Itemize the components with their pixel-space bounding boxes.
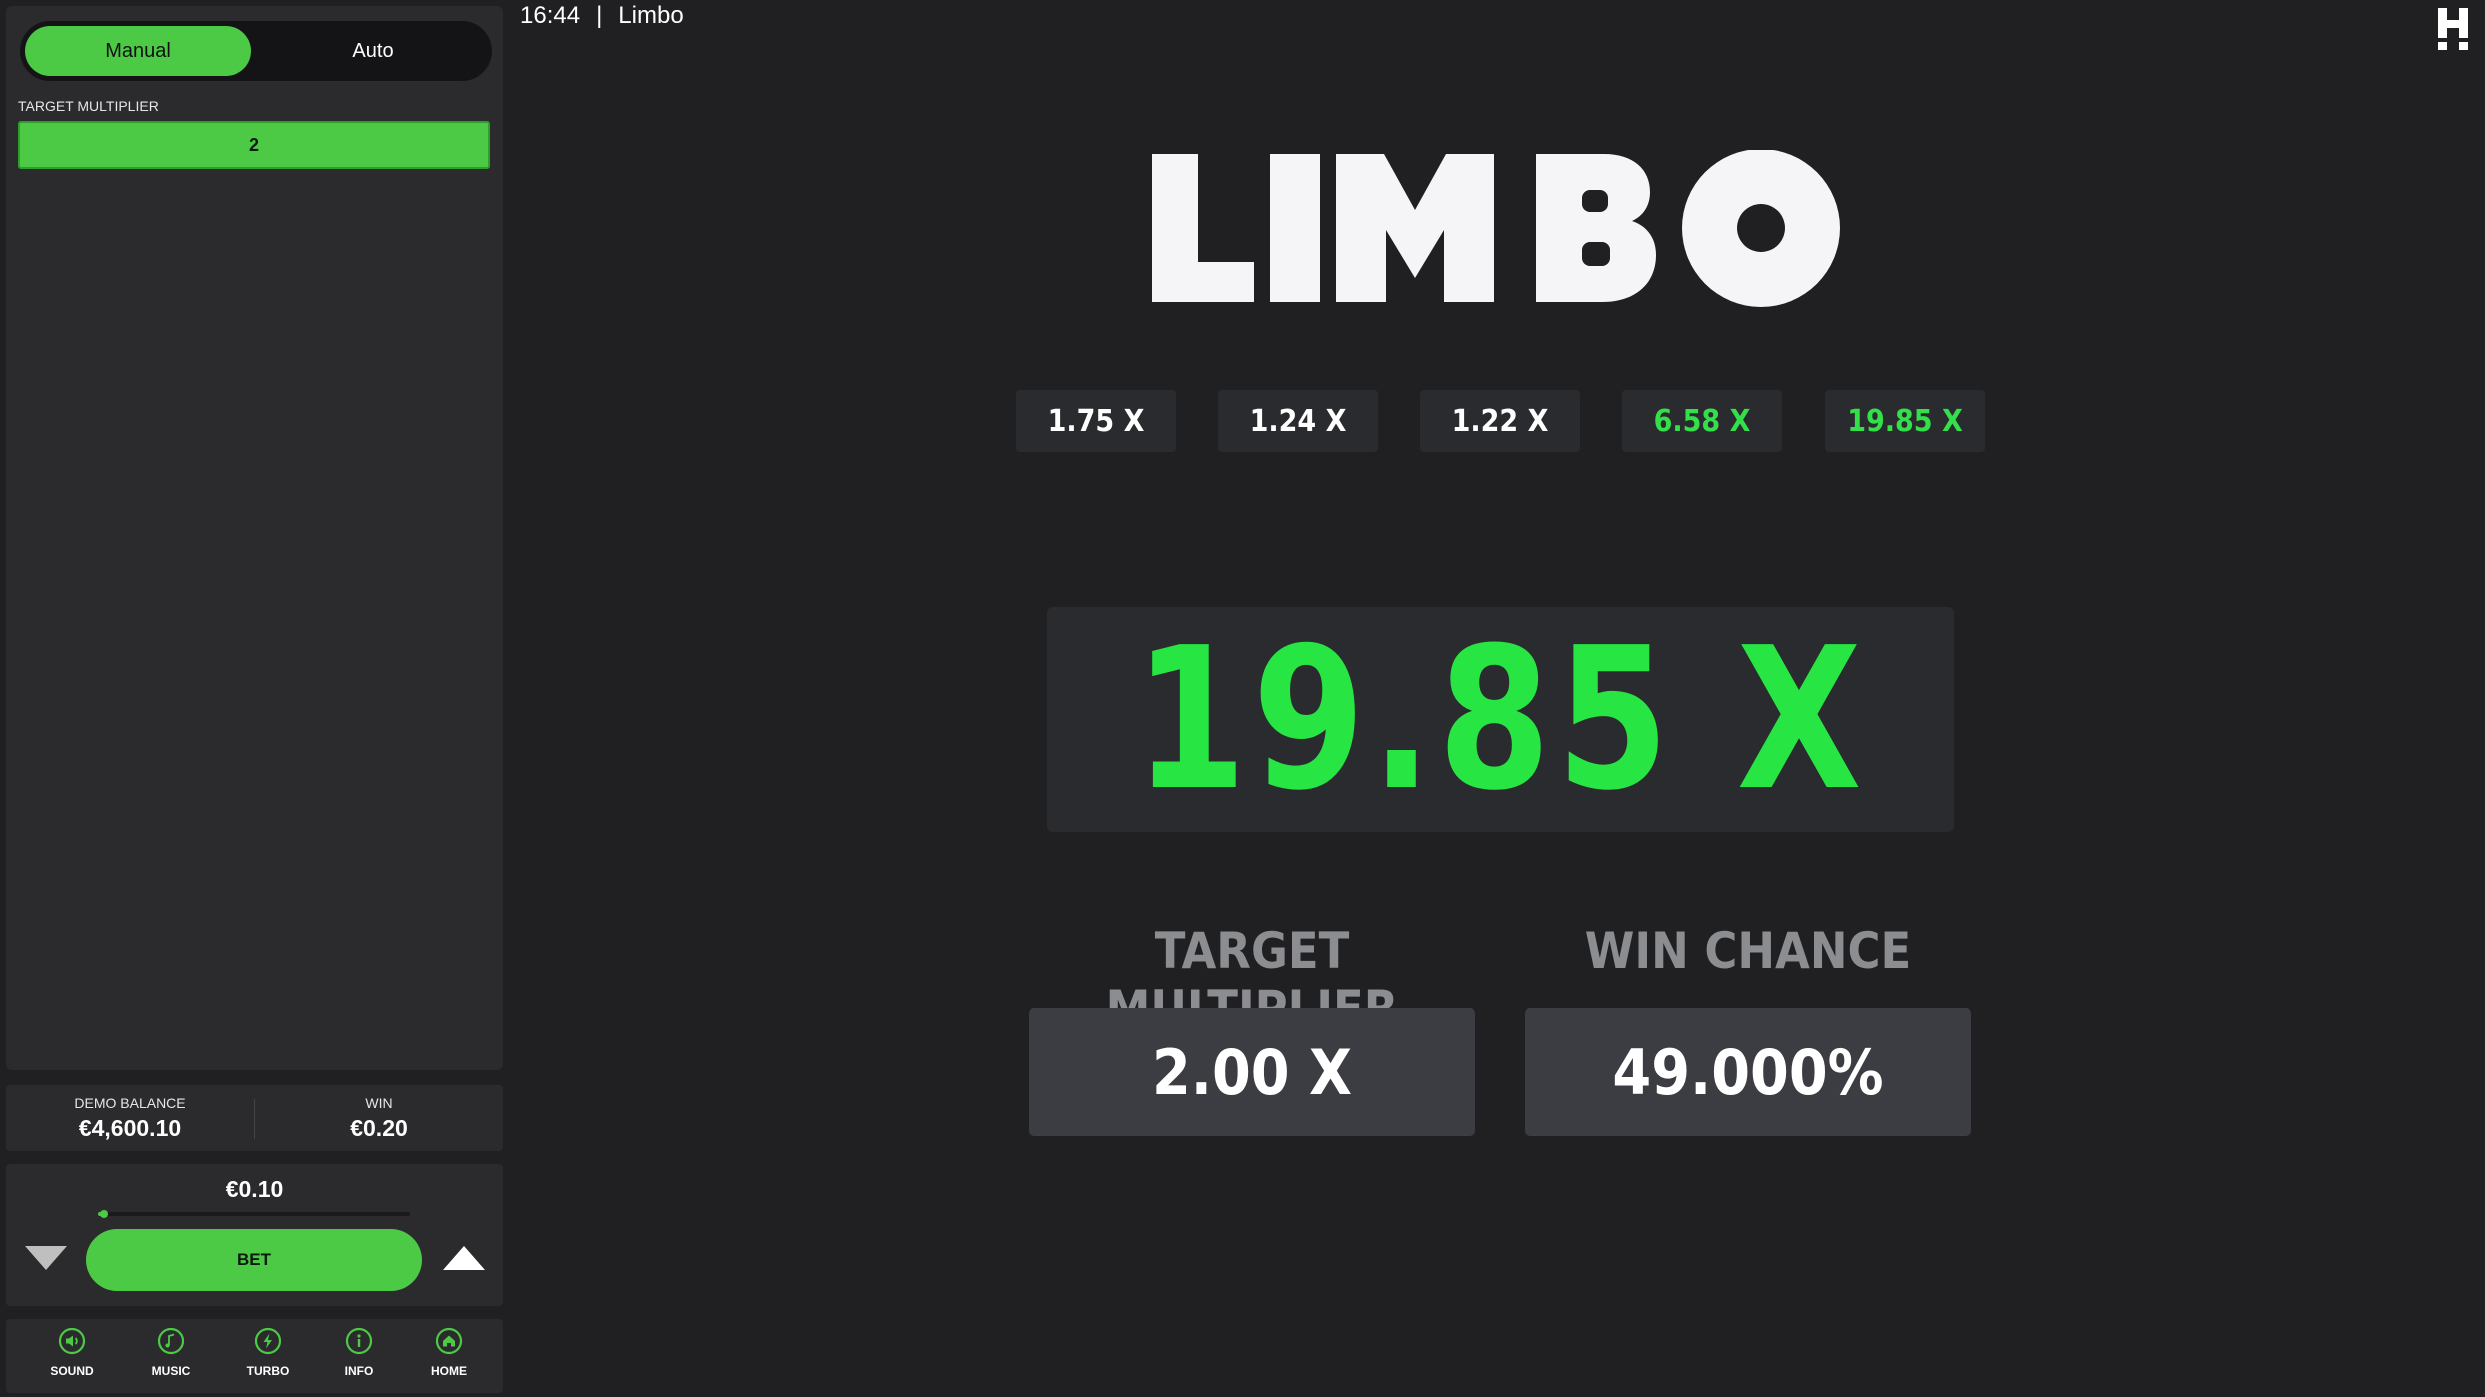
win-display: WIN €0.20: [255, 1085, 503, 1151]
history-chip: 6.58 X: [1622, 390, 1782, 452]
history-chip: 1.75 X: [1016, 390, 1176, 452]
target-multiplier-input[interactable]: 2: [18, 121, 490, 169]
music-icon: [157, 1327, 185, 1355]
music-label: MUSIC: [151, 1364, 191, 1378]
clock: 16:44: [520, 2, 581, 29]
game-title: Limbo: [618, 2, 684, 29]
balance-panel: DEMO BALANCE €4,600.10 WIN €0.20: [6, 1085, 503, 1151]
bet-panel: €0.10 BET: [6, 1164, 503, 1306]
auto-tab[interactable]: Auto: [352, 39, 394, 62]
home-label: HOME: [431, 1364, 467, 1378]
title-separator: |: [596, 2, 603, 29]
sound-label: SOUND: [50, 1364, 94, 1378]
history-chip: 1.24 X: [1218, 390, 1378, 452]
win-chance-field[interactable]: 49.000%: [1525, 1008, 1971, 1136]
turbo-icon: [254, 1327, 282, 1355]
result-display: 19.85 X: [1047, 605, 1954, 834]
bet-button[interactable]: BET: [86, 1229, 422, 1291]
divider: [254, 1099, 255, 1139]
info-button[interactable]: INFO: [319, 1327, 399, 1387]
demo-balance-value: €4,600.10: [78, 1114, 182, 1141]
turbo-label: TURBO: [246, 1364, 290, 1378]
topbar: 16:44 | Limbo: [520, 2, 684, 30]
brand-logo-icon[interactable]: [2436, 6, 2470, 52]
home-icon: [435, 1327, 463, 1355]
bet-slider-handle[interactable]: [100, 1210, 109, 1218]
history-chip: 1.22 X: [1420, 390, 1580, 452]
history-chip: 19.85 X: [1825, 390, 1985, 452]
result-multiplier: 19.85 X: [1133, 605, 1868, 834]
home-button[interactable]: HOME: [409, 1327, 489, 1387]
increase-bet-button[interactable]: [443, 1246, 485, 1270]
bet-slider[interactable]: [98, 1210, 410, 1218]
target-multiplier-label: TARGET MULTIPLIER: [18, 98, 159, 114]
decrease-bet-button[interactable]: [25, 1246, 67, 1270]
win-chance-heading: WIN CHANCE: [1584, 922, 1912, 980]
bottom-nav: SOUND MUSIC TURBO INFO HOME: [6, 1319, 503, 1393]
sound-button[interactable]: SOUND: [32, 1327, 112, 1387]
demo-balance-label: DEMO BALANCE: [74, 1094, 186, 1111]
info-icon: [345, 1327, 373, 1355]
limbo-logo: [1152, 150, 1840, 307]
bet-amount: €0.10: [225, 1176, 284, 1202]
turbo-button[interactable]: TURBO: [228, 1327, 308, 1387]
music-button[interactable]: MUSIC: [131, 1327, 211, 1387]
manual-tab[interactable]: Manual: [25, 26, 251, 76]
settings-panel: Manual Auto TARGET MULTIPLIER 2: [6, 6, 503, 1070]
win-label: WIN: [365, 1094, 393, 1111]
demo-balance: DEMO BALANCE €4,600.10: [6, 1085, 254, 1151]
sound-icon: [58, 1327, 86, 1355]
mode-toggle: Manual Auto: [20, 21, 492, 81]
target-multiplier-field[interactable]: 2.00 X: [1029, 1008, 1475, 1136]
info-label: INFO: [344, 1364, 374, 1378]
win-value: €0.20: [350, 1114, 408, 1141]
